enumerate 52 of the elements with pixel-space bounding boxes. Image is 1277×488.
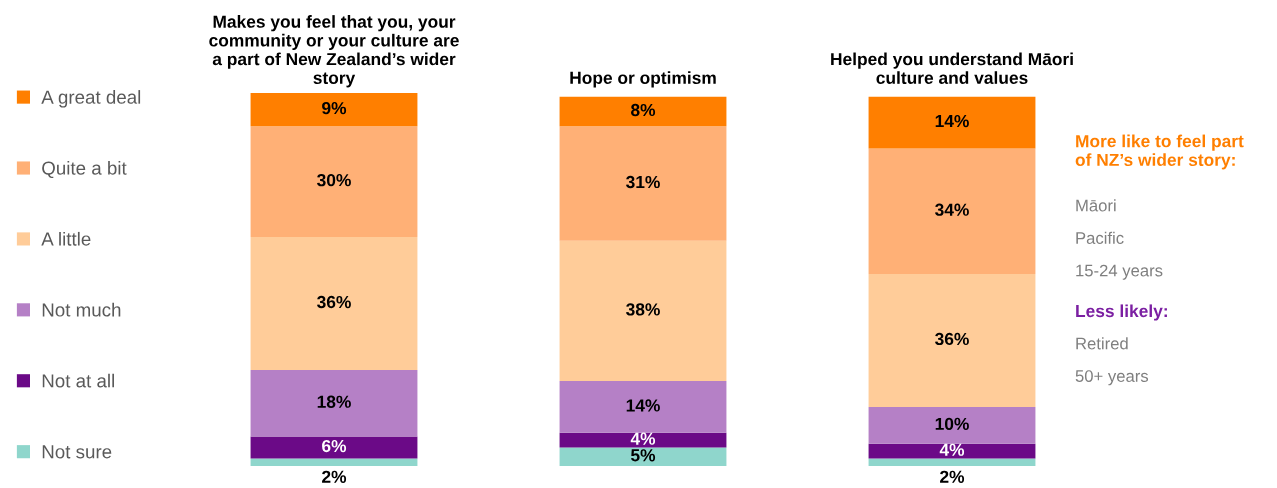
bar — [868, 406, 1036, 444]
data-label: 18% — [317, 395, 351, 408]
data-label: 38% — [626, 303, 660, 316]
annotation: Less likely: — [1076, 304, 1167, 321]
data-label: 4% — [939, 443, 965, 456]
legend-label: Quite a bit — [42, 160, 127, 179]
data-label: 8% — [631, 103, 656, 117]
bar — [559, 381, 727, 433]
legend-label: A great deal — [41, 90, 141, 108]
bar — [250, 369, 418, 437]
x-tick-label: Hope or optimism — [570, 71, 716, 88]
bar — [250, 237, 418, 370]
bar — [559, 432, 727, 448]
data-label: 4% — [630, 432, 656, 445]
data-label: 2% — [940, 470, 965, 483]
data-label: 14% — [626, 399, 660, 412]
data-label: 36% — [317, 295, 351, 309]
annotation: Pacific — [1076, 231, 1124, 244]
bar — [250, 458, 418, 466]
bar — [868, 96, 1036, 149]
annotation: 50+ years — [1075, 370, 1149, 386]
bar — [559, 96, 727, 127]
x-tick-label: Makes you feel that you, your community or your culture are a part of New Zealand’s wider story — [209, 15, 459, 88]
bar — [250, 436, 418, 459]
legend-label: Not sure — [42, 445, 112, 459]
bar — [868, 148, 1036, 274]
data-label: 14% — [935, 114, 969, 128]
data-label: 34% — [935, 203, 969, 216]
bar — [868, 443, 1036, 459]
bar — [250, 93, 418, 127]
data-label: 31% — [626, 175, 660, 189]
annotation: 15-24 years — [1076, 264, 1163, 280]
data-label: 10% — [935, 417, 969, 431]
annotation: Retired — [1076, 337, 1128, 350]
bar — [250, 126, 418, 238]
data-label: 2% — [322, 470, 347, 483]
x-tick-label: Helped you understand Māori culture and values — [831, 52, 1073, 84]
data-label: 30% — [317, 174, 351, 187]
bar — [559, 447, 727, 466]
bar — [868, 458, 1036, 466]
data-label: 6% — [322, 439, 347, 453]
data-label: 5% — [630, 449, 656, 462]
annotation: Māori — [1076, 199, 1116, 212]
data-label: 36% — [935, 332, 969, 346]
bar — [559, 126, 727, 241]
bar — [559, 240, 727, 382]
legend-label: Not at all — [42, 373, 114, 388]
annotation: More like to feel part of NZ’s wider story: — [1075, 134, 1244, 170]
bar — [868, 273, 1036, 407]
legend-label: A little — [41, 231, 91, 246]
legend-label: Not much — [42, 302, 121, 317]
data-label: 9% — [322, 101, 347, 115]
